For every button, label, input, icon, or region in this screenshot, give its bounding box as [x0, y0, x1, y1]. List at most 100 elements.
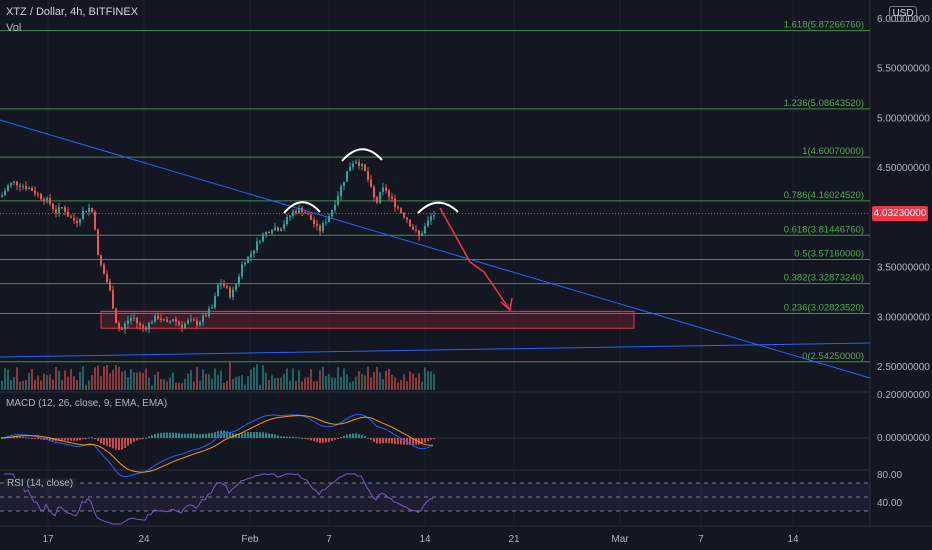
volume-bar [229, 362, 231, 390]
macd-histogram-bar [109, 438, 111, 448]
price-axis[interactable]: 6.00000000 5.50000000 5.00000000 4.50000000… [877, 14, 930, 373]
volume-bar [157, 371, 159, 390]
volume-bar [151, 385, 153, 390]
volume-bar [274, 377, 276, 390]
macd-histogram-bar [283, 436, 285, 438]
volume-bar [391, 374, 393, 390]
candle-body [394, 198, 396, 208]
rsi-label[interactable]: RSI (14, close) [4, 478, 77, 489]
macd-histogram-bar [424, 438, 426, 443]
candle-body [103, 264, 105, 275]
macd-histogram-bar [373, 438, 375, 442]
ascending-trendline[interactable] [0, 342, 871, 358]
volume-bar [349, 382, 351, 390]
macd-histogram-bar [58, 438, 60, 441]
volume-bar [247, 376, 249, 390]
candle-body [202, 315, 204, 322]
projection-arrow[interactable] [439, 207, 511, 311]
macd-histogram-bar [259, 432, 261, 438]
candle-body [28, 187, 30, 189]
candle-body [370, 179, 372, 187]
macd-histogram-bar [358, 434, 360, 438]
macd-histogram-bar [121, 438, 123, 450]
macd-histogram-bar [367, 437, 369, 439]
candle-body [196, 320, 198, 326]
candle-body [364, 164, 366, 171]
candle-body [181, 324, 183, 328]
descending-trendline[interactable] [0, 119, 871, 379]
volume-bar [139, 371, 141, 390]
candle-body [169, 321, 171, 323]
head-arc[interactable] [341, 148, 383, 162]
candle-body [163, 319, 165, 321]
candle-body [262, 234, 264, 242]
candle-body [139, 323, 141, 326]
candle-body [40, 193, 42, 200]
volume-bar [418, 373, 420, 390]
macd-histogram-bar [238, 433, 240, 438]
volume-bar [241, 374, 243, 390]
fib-level-label: 0.236(3.02823520) [784, 302, 864, 313]
candle-body [148, 322, 150, 330]
volume-bar [202, 369, 204, 390]
candle-body [418, 230, 420, 236]
volume-bar [214, 368, 216, 390]
candle-body [289, 215, 291, 218]
macd-histogram-bar [85, 438, 87, 439]
macd-line [0, 414, 434, 478]
macd-histogram-bar [139, 438, 141, 440]
volume-bar [190, 370, 192, 390]
macd-histogram-bar [421, 438, 423, 444]
volume-bar [355, 376, 357, 390]
candle-body [214, 296, 216, 308]
macd-label[interactable]: MACD (12, 26, close, 9, EMA, EMA) [6, 398, 168, 409]
volume-bar [403, 374, 405, 390]
candle-body [397, 207, 399, 209]
volume-bar [124, 370, 126, 390]
macd-histogram-bar [175, 432, 177, 438]
volume-bar [136, 372, 138, 390]
volume-bar [43, 373, 45, 390]
macd-histogram-bar [151, 435, 153, 438]
macd-histogram-bar [361, 434, 363, 438]
currency-button[interactable]: USD [889, 6, 917, 22]
candle-body [409, 219, 411, 227]
macd-histogram-bar [205, 433, 207, 438]
macd-histogram-bar [427, 438, 429, 441]
time-axis[interactable]: 17 24 Feb 7 14 21 Mar 7 14 [42, 534, 799, 545]
candle-body [355, 161, 357, 164]
candle-body [229, 287, 231, 298]
volume-bar [211, 378, 213, 390]
volume-bar [379, 372, 381, 390]
candle-body [136, 317, 138, 324]
rsi-tick-1: 40.00 [877, 498, 902, 509]
candle-body [331, 210, 333, 217]
macd-histogram-bar [40, 438, 42, 440]
candle-body [43, 199, 45, 202]
volume-bar [298, 370, 300, 390]
volume-bar [430, 371, 432, 390]
volume-bar [253, 367, 255, 390]
volume-bar [31, 368, 33, 390]
candle-body [361, 164, 363, 166]
price-tick-label: 5.00000000 [877, 113, 930, 124]
volume-bar [97, 365, 99, 390]
left-shoulder-arc[interactable] [283, 201, 321, 214]
volume-bar [133, 372, 135, 390]
right-shoulder-arc[interactable] [417, 201, 459, 214]
price-tick-label: 5.50000000 [877, 64, 930, 75]
macd-histogram-bar [130, 438, 132, 444]
volume-bar [400, 379, 402, 390]
macd-histogram-bar [1, 438, 3, 439]
candle-body [145, 327, 147, 330]
candle-body [172, 319, 174, 322]
volume-bar [82, 366, 84, 390]
candle-body [46, 197, 48, 202]
candle-body [121, 329, 123, 331]
macd-histogram-bar [400, 438, 402, 445]
volume-bar [424, 367, 426, 390]
macd-histogram [1, 430, 435, 451]
volume-bar [220, 370, 222, 390]
support-zone-box[interactable] [100, 310, 635, 329]
